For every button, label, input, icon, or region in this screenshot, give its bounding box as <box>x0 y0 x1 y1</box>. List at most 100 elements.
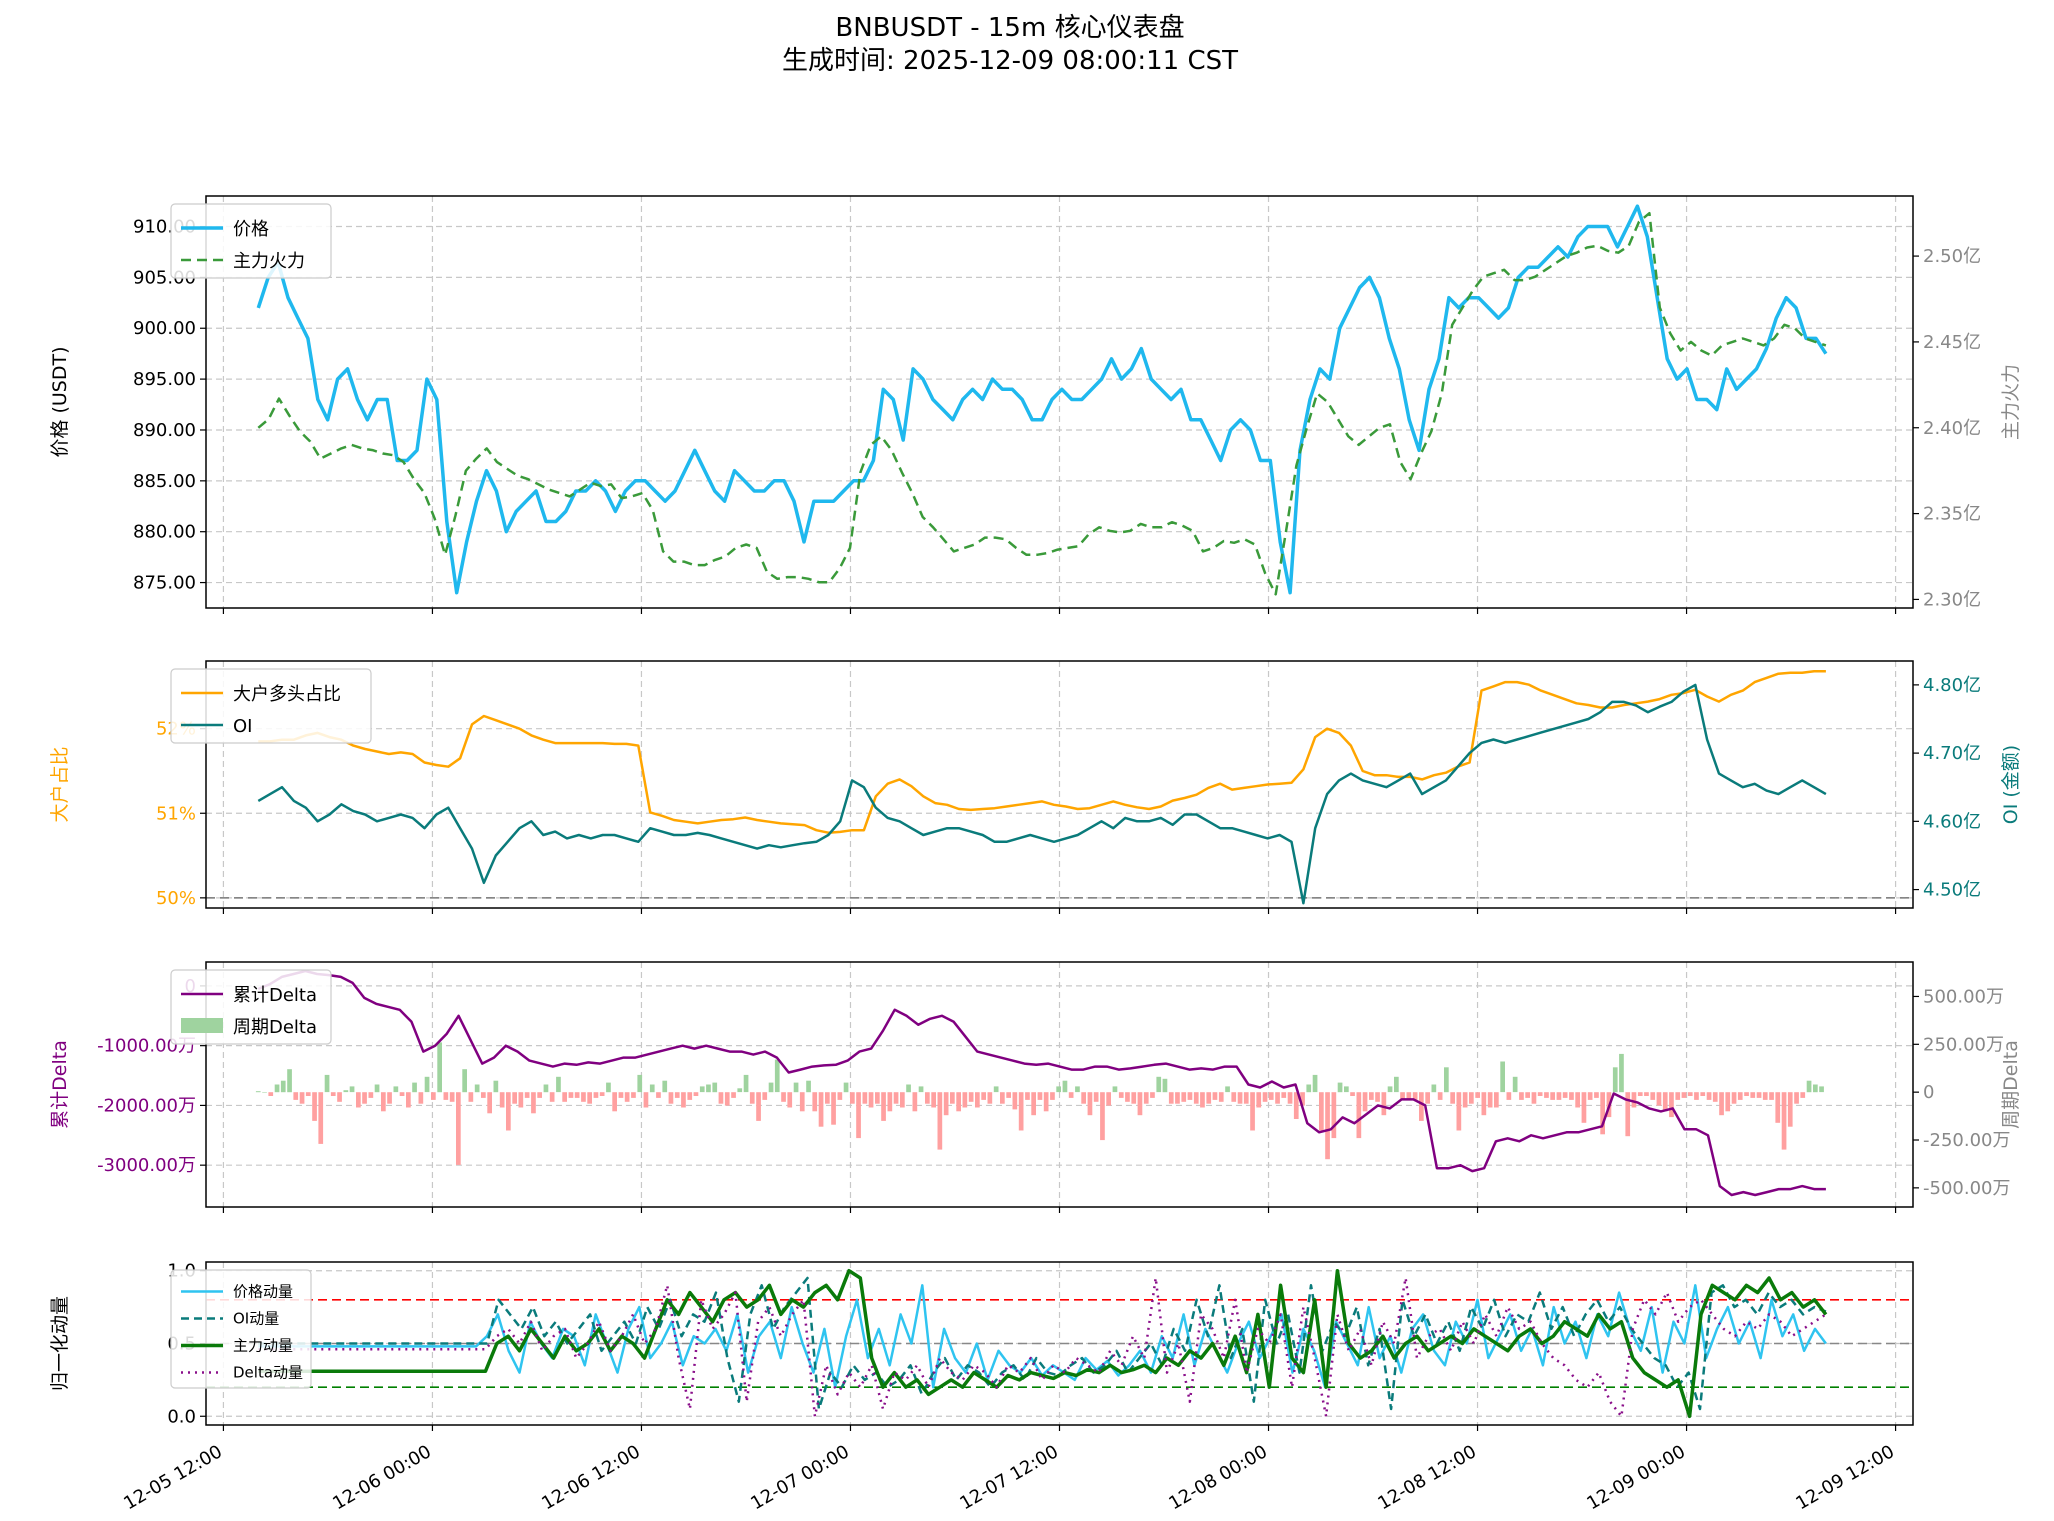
delta-bar <box>1162 1078 1168 1093</box>
y2-tick-label: 4.60亿 <box>1923 811 1981 832</box>
delta-bar <box>1569 1092 1574 1100</box>
x-tick-label: 12-08 00:00 <box>1165 1441 1271 1514</box>
delta-bar <box>1744 1092 1749 1096</box>
delta-bar <box>881 1092 886 1121</box>
series-line <box>257 211 1827 596</box>
delta-bar <box>1700 1092 1706 1096</box>
delta-bar <box>1181 1092 1187 1102</box>
delta-bar <box>349 1086 355 1093</box>
delta-bar <box>537 1092 542 1098</box>
delta-bar <box>431 1092 436 1100</box>
delta-bar <box>393 1086 399 1093</box>
legend-swatch <box>181 1018 223 1033</box>
y-tick-label: 890.00 <box>133 420 196 441</box>
delta-bar <box>562 1092 567 1102</box>
delta-bar <box>574 1092 580 1098</box>
delta-bar <box>1331 1092 1337 1139</box>
delta-bar <box>1231 1092 1237 1102</box>
delta-bar <box>1168 1092 1174 1104</box>
delta-bar <box>1512 1076 1518 1093</box>
y2-tick-label: 2.30亿 <box>1923 589 1981 610</box>
delta-bar <box>1125 1092 1130 1102</box>
delta-bar <box>1562 1092 1568 1098</box>
delta-bar <box>337 1092 342 1102</box>
delta-bar <box>1506 1092 1512 1100</box>
delta-bar <box>774 1059 780 1093</box>
delta-bar <box>1819 1086 1824 1093</box>
delta-bar <box>956 1092 961 1112</box>
delta-bar <box>1043 1092 1049 1112</box>
y2-tick-label: 500.00万 <box>1923 986 2004 1007</box>
delta-bar <box>1337 1082 1343 1093</box>
delta-bar <box>274 1084 280 1093</box>
legend-label: 主力动量 <box>233 1337 293 1355</box>
delta-bar <box>975 1092 980 1108</box>
delta-bar <box>518 1092 524 1108</box>
delta-bar <box>1525 1092 1530 1098</box>
y-tick-label: 875.00 <box>133 573 196 594</box>
delta-bar <box>499 1092 505 1108</box>
delta-bar <box>912 1092 918 1112</box>
delta-bar <box>968 1092 974 1102</box>
delta-bar <box>449 1092 455 1102</box>
y2-tick-label: 250.00万 <box>1923 1034 2004 1055</box>
x-tick-label: 12-09 00:00 <box>1583 1441 1689 1514</box>
delta-bar <box>1150 1092 1155 1098</box>
delta-bar <box>1018 1092 1024 1131</box>
delta-bar <box>1712 1092 1718 1102</box>
delta-bar <box>424 1076 430 1093</box>
y-tick-label: 0.0 <box>167 1406 196 1427</box>
delta-bar <box>1325 1092 1330 1160</box>
delta-bar <box>524 1092 530 1098</box>
delta-bar <box>1425 1092 1430 1104</box>
delta-bar <box>781 1092 786 1102</box>
legend-box <box>170 203 332 279</box>
delta-bar <box>368 1092 374 1098</box>
delta-bar <box>1813 1084 1818 1093</box>
y2-tick-label: 2.50亿 <box>1923 246 1981 267</box>
delta-bar <box>1212 1092 1218 1100</box>
series-line <box>258 1268 1828 1419</box>
delta-bar <box>1218 1092 1224 1102</box>
delta-bar <box>1637 1092 1643 1096</box>
delta-bar <box>1806 1080 1812 1093</box>
delta-bar <box>1250 1092 1255 1131</box>
delta-bar <box>1769 1092 1774 1100</box>
delta-bar <box>1006 1092 1011 1098</box>
delta-bar <box>1594 1092 1599 1098</box>
delta-bar <box>1156 1076 1162 1093</box>
delta-bar <box>1662 1092 1668 1112</box>
delta-bar <box>1706 1092 1712 1100</box>
delta-bar <box>1225 1086 1230 1093</box>
delta-bar <box>906 1084 911 1093</box>
delta-bar <box>1281 1092 1287 1098</box>
delta-bar <box>768 1082 774 1093</box>
y-tick-label: 50% <box>156 888 196 909</box>
delta-bar <box>412 1082 417 1093</box>
delta-bar <box>1356 1092 1362 1139</box>
series-line <box>257 969 1826 1197</box>
delta-bar <box>1400 1092 1405 1100</box>
y-axis-label: 累计Delta <box>49 1040 71 1129</box>
delta-bar <box>793 1082 799 1093</box>
delta-bar <box>1800 1092 1806 1098</box>
series-line <box>258 1276 1827 1418</box>
delta-bar <box>1175 1092 1180 1104</box>
delta-bar <box>743 1074 749 1093</box>
delta-bar <box>749 1092 755 1104</box>
delta-bar <box>812 1092 818 1112</box>
delta-bar <box>324 1074 330 1093</box>
delta-bar <box>1750 1092 1756 1098</box>
delta-bar <box>1106 1092 1111 1106</box>
delta-bar <box>1100 1092 1105 1141</box>
delta-bar <box>343 1090 349 1093</box>
delta-bar <box>1625 1092 1631 1137</box>
delta-bar <box>1200 1092 1205 1108</box>
delta-bar <box>756 1092 761 1121</box>
delta-bar <box>1519 1092 1524 1100</box>
delta-bar <box>1650 1092 1656 1100</box>
delta-bar <box>1243 1092 1249 1104</box>
delta-bar <box>599 1092 605 1096</box>
delta-bar <box>1781 1092 1787 1150</box>
delta-bar <box>987 1092 993 1104</box>
